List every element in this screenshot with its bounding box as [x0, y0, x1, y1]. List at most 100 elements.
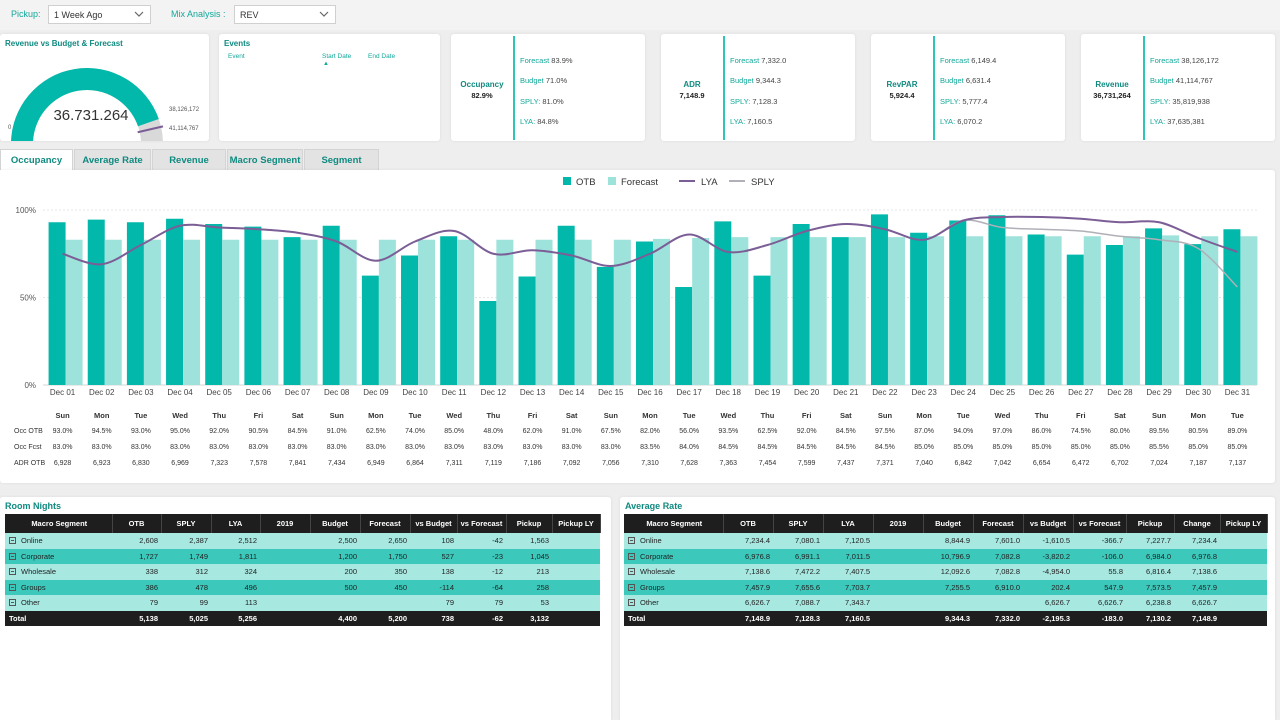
bar-otb [1105, 245, 1123, 385]
table-cell: 200 [310, 564, 360, 580]
day-label: Tue [135, 411, 148, 420]
mix-analysis-dropdown[interactable]: REV [234, 5, 336, 24]
table-row[interactable]: Online 2,608 2,387 2,512 2,500 2,650 108 -42 1,5… [5, 533, 600, 549]
expand-icon[interactable] [9, 552, 16, 560]
column-header[interactable]: LYA [823, 514, 874, 533]
table-cell: 7,472.2 [773, 564, 823, 580]
expand-icon[interactable] [628, 583, 635, 591]
expand-icon[interactable] [9, 537, 16, 545]
bar-forecast [300, 239, 318, 385]
column-header[interactable]: vs Forecast [1073, 514, 1127, 533]
column-header[interactable]: 2019 [260, 514, 311, 533]
expand-icon[interactable] [9, 568, 16, 576]
total-cell: 9,344.3 [923, 610, 973, 626]
kpi-lya: LYA: 6,070.2 [940, 117, 983, 126]
column-header[interactable]: Change [1174, 514, 1221, 533]
table-cell [923, 595, 973, 611]
column-header[interactable]: Pickup LY [552, 514, 601, 533]
table-row[interactable]: Wholesale 7,138.6 7,472.2 7,407.5 12,092.6 7,… [624, 564, 1267, 580]
detail-cell: 83.0% [523, 444, 543, 451]
kpi-forecast: Forecast 38,126,172 [1150, 56, 1219, 65]
table-cell: 386 [112, 579, 161, 595]
tab-segment[interactable]: Segment [304, 149, 379, 170]
bar-otb [166, 218, 184, 385]
table-cell: 6,984.0 [1126, 548, 1174, 564]
column-header[interactable]: SPLY [161, 514, 212, 533]
table-cell: 7,703.7 [823, 579, 873, 595]
table-cell: 6,976.8 [1174, 548, 1220, 564]
column-header[interactable]: Pickup [506, 514, 553, 533]
bar-otb [753, 275, 771, 385]
bar-forecast [653, 238, 670, 385]
kpi-value: 5,924.4 [889, 91, 915, 100]
table-row[interactable]: Groups 7,457.9 7,655.6 7,703.7 7,255.5 6,910.… [624, 579, 1267, 595]
table-cell: 2,608 [112, 533, 161, 549]
column-header[interactable]: OTB [112, 514, 162, 533]
table-cell: 1,727 [112, 548, 161, 564]
tab-macro-segment[interactable]: Macro Segment [227, 149, 303, 170]
table-cell [873, 533, 923, 549]
segment-name: Corporate [640, 551, 674, 561]
bar-forecast [927, 236, 945, 385]
pickup-dropdown[interactable]: 1 Week Ago [48, 5, 151, 24]
total-cell [873, 610, 923, 626]
expand-icon[interactable] [9, 599, 16, 607]
table-row[interactable]: Wholesale 338 312 324 200 350 138 -12 213 [5, 564, 600, 580]
table-row[interactable]: Other 79 99 113 79 79 53 [5, 595, 600, 611]
table-row[interactable]: Other 6,626.7 7,088.7 7,343.7 6,626.7 6,626.7… [624, 595, 1267, 611]
tab-average-rate[interactable]: Average Rate [74, 149, 151, 170]
column-header[interactable]: Budget [310, 514, 361, 533]
expand-icon[interactable] [628, 568, 635, 576]
bar-forecast [1240, 236, 1258, 385]
events-col-start-date[interactable]: Start Date [322, 53, 352, 60]
column-header[interactable]: LYA [211, 514, 261, 533]
column-header[interactable]: Forecast [360, 514, 411, 533]
table-cell: -114 [410, 579, 457, 595]
bar-forecast [574, 239, 592, 385]
column-header[interactable]: Macro Segment [624, 514, 724, 533]
events-col-event[interactable]: Event [228, 53, 245, 60]
column-header[interactable]: Pickup [1126, 514, 1175, 533]
expand-icon[interactable] [628, 552, 635, 560]
column-header[interactable]: Pickup LY [1220, 514, 1268, 533]
detail-cell: 80.0% [1110, 428, 1130, 435]
detail-cell: 48.0% [483, 428, 503, 435]
table-row[interactable]: Corporate 6,976.8 6,991.1 7,011.5 10,796.9 7,… [624, 548, 1267, 564]
expand-icon[interactable] [628, 537, 635, 545]
occupancy-chart: OTB Forecast LYA SPLY 0%50%100% Dec 01 Dec 0… [14, 177, 1258, 467]
table-cell: 6,626.7 [1073, 595, 1126, 611]
table-row[interactable]: Groups 386 478 496 500 450 -114 -64 258 [5, 579, 600, 595]
column-header[interactable]: vs Forecast [457, 514, 507, 533]
events-col-end-date[interactable]: End Date [368, 53, 396, 60]
column-header[interactable]: Budget [923, 514, 974, 533]
column-header[interactable]: SPLY [773, 514, 824, 533]
day-label: Sun [330, 411, 345, 420]
day-label: Tue [409, 411, 422, 420]
detail-cell: 7,599 [798, 460, 816, 467]
detail-cell: 83.0% [170, 444, 190, 451]
table-cell: 6,626.7 [1174, 595, 1220, 611]
table-cell: -12 [457, 564, 506, 580]
expand-icon[interactable] [628, 599, 635, 607]
tab-revenue[interactable]: Revenue [152, 149, 226, 170]
table-cell [260, 533, 310, 549]
column-header[interactable]: Forecast [973, 514, 1024, 533]
table-cell: -23 [457, 548, 506, 564]
column-header[interactable]: vs Budget [1023, 514, 1074, 533]
detail-cell: 84.5% [875, 444, 895, 451]
table-row[interactable]: Corporate 1,727 1,749 1,811 1,200 1,750 527 -23… [5, 548, 600, 564]
kpi-value: 82.9% [471, 91, 493, 100]
bar-otb [126, 222, 144, 385]
column-header[interactable]: OTB [723, 514, 774, 533]
kpi-forecast: Forecast 83.9% [520, 56, 573, 65]
column-header[interactable]: Macro Segment [5, 514, 113, 533]
detail-cell: 86.0% [1032, 428, 1052, 435]
column-header[interactable]: 2019 [873, 514, 924, 533]
table-row[interactable]: Online 7,234.4 7,080.1 7,120.5 8,844.9 7,601.… [624, 533, 1267, 549]
x-tick-label: Dec 21 [833, 388, 859, 397]
expand-icon[interactable] [9, 583, 16, 591]
tab-occupancy[interactable]: Occupancy [0, 149, 73, 171]
column-header[interactable]: vs Budget [410, 514, 458, 533]
total-cell: Total [624, 610, 723, 626]
table-cell [260, 595, 310, 611]
